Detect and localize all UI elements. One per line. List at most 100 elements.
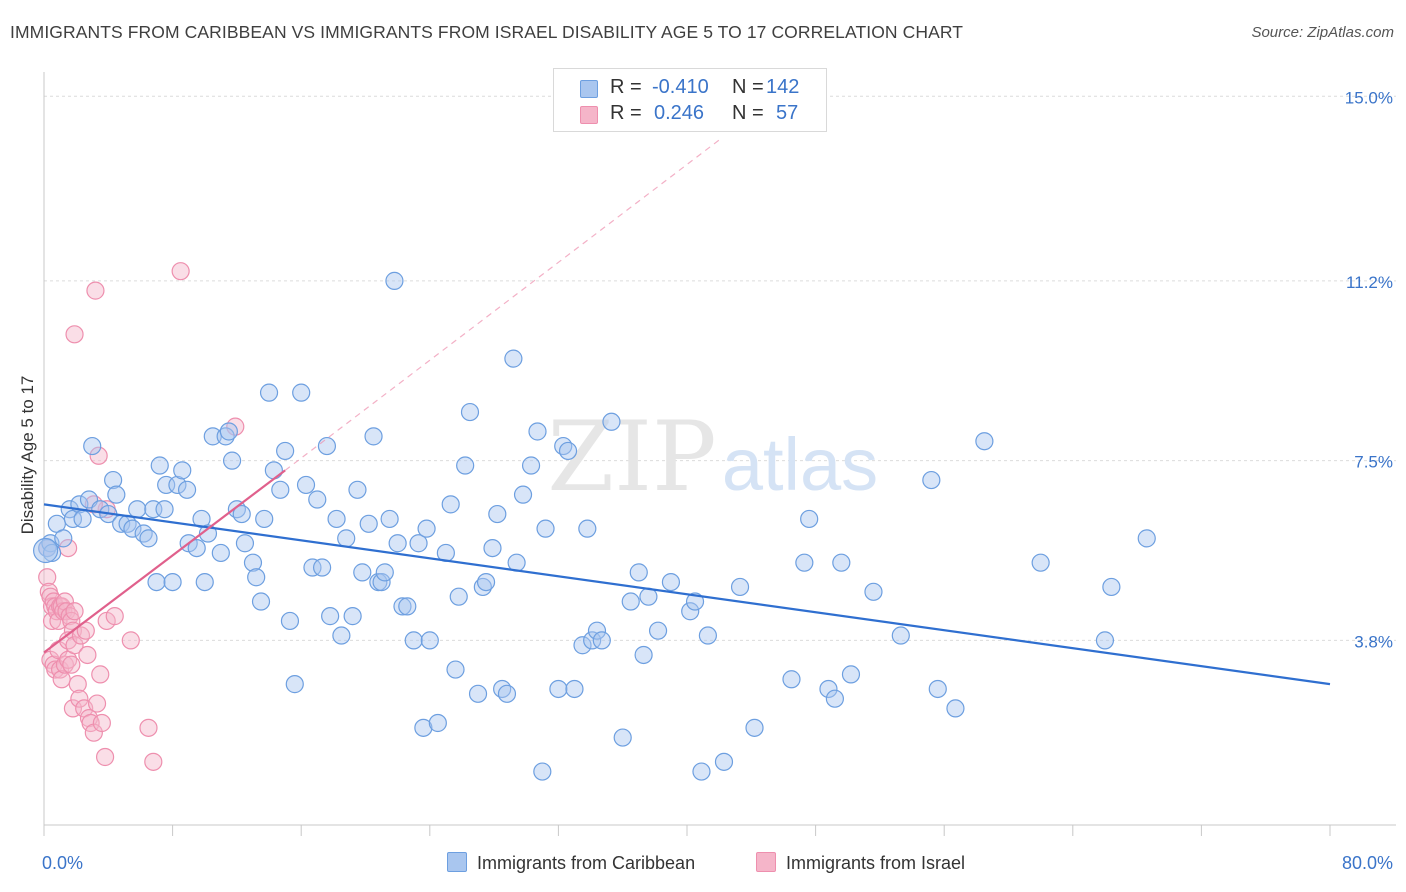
- data-point: [168, 475, 187, 495]
- data-point: [714, 752, 734, 771]
- data-point: [65, 325, 84, 344]
- data-point: [841, 665, 861, 684]
- legend-row-caribbean: R = -0.410 N = 142: [554, 76, 826, 100]
- data-point: [243, 553, 263, 572]
- data-point: [1137, 529, 1156, 548]
- stats-legend: R = -0.410 N = 142 R = 0.246 N = 57: [553, 68, 827, 132]
- y-tick-label: 11.2%: [1346, 273, 1393, 292]
- data-point: [446, 660, 465, 679]
- data-point: [456, 456, 475, 475]
- caribbean-points: [33, 271, 1156, 781]
- data-point: [613, 728, 632, 747]
- legend-n-label: N =: [732, 102, 764, 124]
- bottom-legend-label: Immigrants from Caribbean: [477, 853, 696, 873]
- data-point: [420, 631, 439, 650]
- data-point: [177, 480, 197, 499]
- data-point: [685, 592, 705, 611]
- data-point: [139, 529, 158, 548]
- data-point: [578, 519, 597, 538]
- data-point: [504, 349, 523, 368]
- data-point: [375, 563, 394, 582]
- data-point: [285, 675, 304, 694]
- data-point: [795, 553, 814, 572]
- data-point: [128, 500, 147, 519]
- data-point: [87, 694, 107, 713]
- data-point: [573, 636, 592, 655]
- legend-swatch-blue: [580, 80, 598, 98]
- legend-n-value: 57: [776, 102, 799, 124]
- x-tick-label-min: 0.0%: [42, 853, 83, 873]
- data-point: [343, 607, 362, 626]
- data-point-large: [33, 537, 59, 564]
- data-point: [661, 572, 681, 592]
- data-point: [536, 519, 555, 538]
- bottom-legend-caribbean: Immigrants from Caribbean: [447, 852, 695, 874]
- data-point: [144, 752, 163, 771]
- data-point: [621, 592, 640, 611]
- data-point: [946, 699, 965, 718]
- data-point: [292, 383, 311, 402]
- chart-title: IMMIGRANTS FROM CARIBBEAN VS IMMIGRANTS …: [10, 22, 964, 42]
- data-point: [232, 504, 251, 524]
- data-point: [891, 626, 910, 645]
- legend-n-label: N =: [732, 76, 764, 98]
- data-point: [549, 679, 568, 699]
- data-point: [409, 534, 428, 553]
- data-point: [348, 480, 367, 499]
- data-point: [150, 456, 169, 475]
- data-point: [86, 281, 105, 300]
- data-point: [692, 762, 711, 781]
- data-point: [528, 422, 547, 441]
- data-point: [312, 558, 332, 577]
- data-point: [648, 621, 668, 640]
- data-point: [155, 500, 174, 519]
- data-point: [681, 602, 700, 621]
- israel-trend-extension: [284, 139, 720, 471]
- data-point: [497, 684, 517, 703]
- data-point: [55, 655, 74, 674]
- data-point: [388, 534, 407, 553]
- data-point: [473, 577, 492, 597]
- data-point: [121, 631, 140, 650]
- data-point: [195, 572, 214, 592]
- data-point: [171, 262, 190, 281]
- data-point: [219, 422, 238, 441]
- caribbean-trend-line: [43, 503, 1331, 686]
- data-point: [513, 485, 533, 504]
- axes: [43, 72, 1396, 836]
- data-point: [123, 519, 142, 538]
- data-point: [602, 412, 621, 431]
- data-point: [303, 558, 322, 577]
- data-point: [147, 572, 166, 592]
- data-point: [68, 675, 87, 694]
- data-point: [449, 587, 468, 606]
- data-point: [104, 470, 123, 490]
- data-point: [800, 509, 819, 529]
- data-point: [364, 427, 383, 446]
- data-point: [235, 534, 255, 553]
- bottom-legend-israel: Immigrants from Israel: [756, 852, 965, 874]
- data-point: [251, 592, 271, 611]
- y-tick-label: 7.5%: [1354, 453, 1393, 472]
- data-point: [428, 713, 447, 733]
- data-point: [745, 718, 764, 737]
- data-point: [417, 519, 436, 538]
- data-point: [317, 436, 337, 456]
- bottom-legend-label: Immigrants from Israel: [786, 853, 966, 873]
- data-point: [332, 626, 351, 645]
- data-point: [460, 402, 480, 422]
- y-tick-label: 15.0%: [1345, 88, 1393, 107]
- data-point: [698, 626, 717, 645]
- data-point: [107, 485, 126, 504]
- watermark-zip: ZIP: [547, 401, 716, 513]
- data-point: [404, 631, 423, 650]
- y-axis-label: Disability Age 5 to 17: [18, 376, 37, 535]
- data-point: [353, 563, 372, 582]
- data-point: [825, 689, 844, 708]
- legend-row-israel: R = 0.246 N = 57: [554, 102, 826, 126]
- tick-labels: 3.8% 7.5% 11.2% 15.0% 0.0% 80.0%: [42, 88, 1393, 873]
- legend-r-label: R =: [610, 76, 642, 98]
- y-tick-label: 3.8%: [1354, 632, 1393, 651]
- data-point: [819, 679, 838, 699]
